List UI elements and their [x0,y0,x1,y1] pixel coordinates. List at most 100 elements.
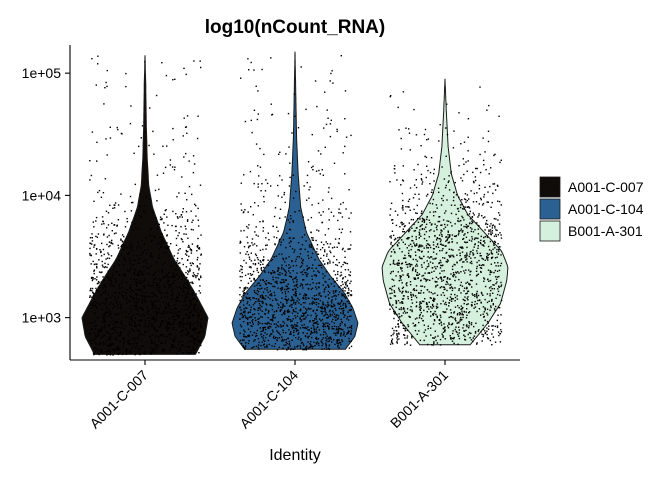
data-point [263,339,265,341]
data-point [317,202,320,205]
data-point [396,264,399,266]
data-point [403,310,406,312]
data-point [94,321,96,323]
data-point [491,298,493,301]
data-point [243,289,245,292]
data-point [279,310,281,312]
data-point [487,191,489,193]
data-point [155,295,158,298]
data-point [251,273,254,276]
data-point [138,333,140,336]
data-point [188,323,190,326]
data-point [489,229,492,231]
data-point [457,335,460,337]
data-point [440,264,442,267]
data-point [286,318,288,320]
data-point [482,258,484,260]
data-point [240,182,242,184]
data-point [128,343,131,345]
data-point [120,327,123,329]
data-point [336,130,338,133]
data-point [474,237,476,239]
data-point [107,276,109,279]
data-point [254,231,256,233]
data-point [307,287,310,290]
data-point [149,346,151,349]
data-point [299,248,301,251]
data-point [148,281,150,283]
data-point [490,167,492,169]
data-point [124,226,127,228]
data-point [450,254,452,257]
data-point [423,331,425,334]
data-point [119,302,121,304]
data-point [186,115,189,117]
data-point [435,286,437,288]
data-point [340,343,342,346]
data-point [322,260,325,262]
data-point [491,227,493,229]
data-point [310,330,312,332]
data-point [167,333,170,336]
data-point [441,333,443,335]
data-point [253,109,256,111]
data-point [186,317,189,319]
data-point [423,261,425,264]
data-point [97,55,99,57]
data-point [271,113,274,116]
data-point [107,263,109,266]
data-point [295,327,297,330]
data-point [418,245,420,247]
data-point [421,251,423,253]
data-point [398,262,400,264]
data-point [285,332,287,334]
data-point [257,262,260,264]
data-point [337,315,340,317]
data-point [433,270,435,272]
data-point [92,291,94,293]
data-point [466,314,468,316]
data-point [410,306,412,308]
data-point [319,299,321,302]
data-point [159,243,162,245]
data-point [409,316,411,318]
data-point [333,270,335,272]
data-point [437,335,439,337]
data-point [157,269,159,272]
data-point [155,277,157,279]
data-point [444,330,446,333]
data-point [262,302,264,305]
data-point [107,271,109,273]
data-point [240,203,242,205]
data-point [200,325,202,328]
data-point [194,329,196,331]
data-point [89,332,91,334]
data-point [257,282,259,284]
data-point [147,327,150,329]
data-point [243,211,245,213]
data-point [121,291,124,293]
data-point [255,143,258,145]
data-point [108,245,110,248]
data-point [190,309,193,312]
data-point [429,244,431,247]
data-point [335,319,337,321]
data-point [155,94,158,97]
data-point [389,214,391,216]
data-point [342,313,344,315]
data-point [105,312,107,314]
data-point [448,175,450,177]
data-point [280,306,282,308]
data-point [270,282,272,285]
data-point [338,238,340,240]
data-point [468,239,471,241]
data-point [278,153,280,155]
data-point [177,343,179,346]
data-point [159,325,162,327]
data-point [313,270,315,272]
data-point [337,318,339,320]
data-point [436,303,438,305]
data-point [456,242,458,244]
data-point [334,313,336,315]
data-point [136,247,138,249]
